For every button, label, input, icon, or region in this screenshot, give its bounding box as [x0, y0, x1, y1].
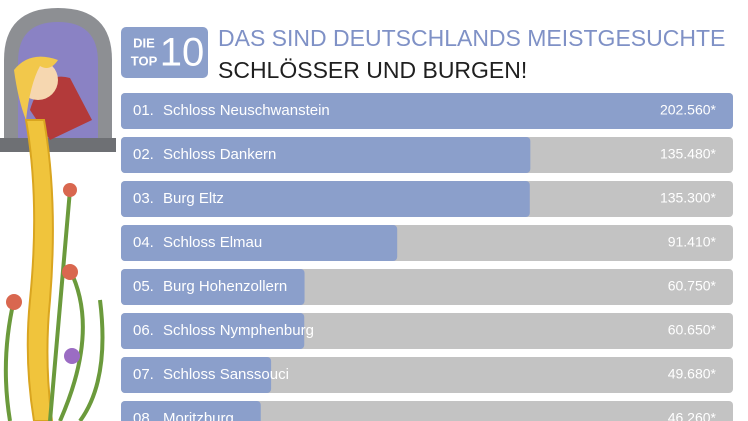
- rank-label: 08.: [133, 410, 154, 421]
- chart-title: DAS SIND DEUTSCHLANDS MEISTGESUCHTE: [218, 25, 725, 51]
- vines: [3, 189, 105, 421]
- value-label: 60.650*: [668, 322, 717, 338]
- rank-label: 03.: [133, 190, 154, 207]
- value-label: 202.560*: [660, 102, 717, 118]
- badge-line1: DIE: [133, 35, 155, 50]
- category-label: Burg Eltz: [163, 190, 224, 207]
- value-label: 135.480*: [660, 146, 717, 162]
- window-sill: [0, 138, 116, 152]
- bar: [121, 357, 272, 393]
- flower: [6, 294, 22, 310]
- bar: [121, 313, 305, 349]
- rank-label: 07.: [133, 366, 154, 383]
- hair: [14, 56, 58, 120]
- bar: [121, 181, 530, 217]
- category-label: Schloss Nymphenburg: [163, 322, 314, 339]
- value-label: 91.410*: [668, 234, 717, 250]
- flower: [62, 264, 78, 280]
- category-label: Schloss Dankern: [163, 146, 276, 163]
- value-label: 46.260*: [668, 410, 717, 421]
- badge-number: 10: [160, 31, 205, 75]
- illustration: [0, 8, 116, 421]
- rank-label: 04.: [133, 234, 154, 251]
- bar: [121, 137, 531, 173]
- category-label: Moritzburg: [163, 410, 234, 421]
- bar: [121, 225, 398, 261]
- badge-line2: TOP: [131, 53, 158, 68]
- braid: [24, 119, 54, 421]
- bar: [121, 269, 305, 305]
- value-label: 135.300*: [660, 190, 717, 206]
- rank-label: 02.: [133, 146, 154, 163]
- bar-track: [121, 357, 733, 393]
- flower: [64, 348, 80, 364]
- badge: [121, 27, 208, 78]
- value-label: 60.750*: [668, 278, 717, 294]
- rank-label: 05.: [133, 278, 154, 295]
- category-label: Schloss Neuschwanstein: [163, 102, 330, 119]
- bar-track: [121, 401, 733, 421]
- category-label: Burg Hohenzollern: [163, 278, 287, 295]
- value-label: 49.680*: [668, 366, 717, 382]
- flower: [63, 183, 77, 197]
- category-label: Schloss Elmau: [163, 234, 262, 251]
- bar: [121, 401, 261, 421]
- bar: [121, 93, 733, 129]
- chart-subtitle: SCHLÖSSER UND BURGEN!: [218, 57, 527, 83]
- rank-label: 06.: [133, 322, 154, 339]
- rank-label: 01.: [133, 102, 154, 119]
- category-label: Schloss Sanssouci: [163, 366, 289, 383]
